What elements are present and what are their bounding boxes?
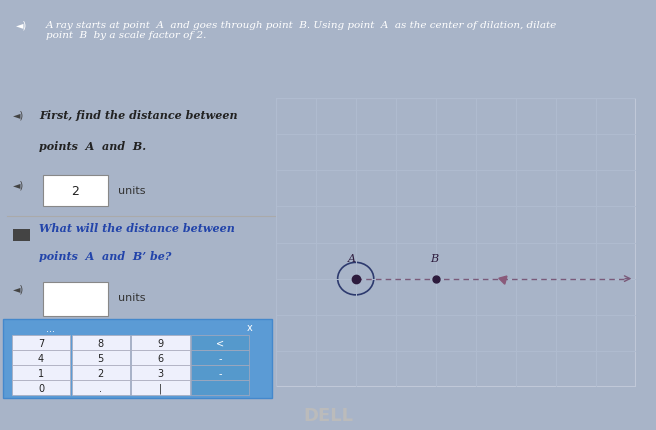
Text: ...: ...	[46, 323, 55, 334]
Text: First, find the distance between: First, find the distance between	[39, 110, 238, 121]
Text: B: B	[430, 253, 438, 263]
Text: .: .	[99, 383, 102, 393]
FancyBboxPatch shape	[3, 319, 272, 398]
FancyBboxPatch shape	[191, 381, 249, 395]
Text: ◄): ◄)	[13, 180, 24, 190]
FancyBboxPatch shape	[191, 366, 249, 380]
Text: ◄): ◄)	[16, 21, 28, 31]
Text: ◄): ◄)	[13, 110, 24, 120]
FancyBboxPatch shape	[43, 283, 108, 316]
FancyBboxPatch shape	[72, 366, 130, 380]
FancyBboxPatch shape	[12, 350, 70, 365]
FancyBboxPatch shape	[72, 350, 130, 365]
FancyBboxPatch shape	[72, 381, 130, 395]
Text: 0: 0	[38, 383, 44, 393]
Text: units: units	[118, 293, 146, 303]
Text: 6: 6	[157, 353, 163, 363]
Text: 3: 3	[157, 368, 163, 378]
FancyBboxPatch shape	[131, 381, 190, 395]
FancyBboxPatch shape	[131, 350, 190, 365]
Text: 7: 7	[38, 338, 44, 348]
Text: <: <	[216, 338, 224, 348]
FancyBboxPatch shape	[12, 335, 70, 350]
Text: -: -	[218, 368, 222, 378]
Text: 4: 4	[38, 353, 44, 363]
Text: -: -	[218, 353, 222, 363]
Text: 2: 2	[98, 368, 104, 378]
Text: 1: 1	[38, 368, 44, 378]
Text: What will the distance between: What will the distance between	[39, 223, 236, 234]
Text: points  A  and  B’ be?: points A and B’ be?	[39, 250, 172, 261]
Text: DELL: DELL	[303, 406, 353, 424]
Text: x: x	[247, 322, 252, 332]
FancyBboxPatch shape	[43, 175, 108, 206]
FancyBboxPatch shape	[12, 381, 70, 395]
FancyBboxPatch shape	[131, 335, 190, 350]
FancyBboxPatch shape	[191, 335, 249, 350]
FancyBboxPatch shape	[191, 350, 249, 365]
Text: A: A	[348, 253, 356, 263]
Text: 9: 9	[157, 338, 163, 348]
Text: 8: 8	[98, 338, 104, 348]
FancyBboxPatch shape	[12, 366, 70, 380]
Text: points  A  and  B.: points A and B.	[39, 140, 146, 151]
Text: 5: 5	[98, 353, 104, 363]
FancyBboxPatch shape	[131, 366, 190, 380]
Text: A ray starts at point  A  and goes through point  B. Using point  A  as the cent: A ray starts at point A and goes through…	[46, 21, 557, 40]
FancyBboxPatch shape	[72, 335, 130, 350]
Text: 2: 2	[72, 184, 79, 197]
Text: |: |	[159, 382, 162, 393]
Bar	[13, 230, 30, 241]
Text: units: units	[118, 186, 146, 196]
Text: ◄): ◄)	[13, 284, 24, 294]
